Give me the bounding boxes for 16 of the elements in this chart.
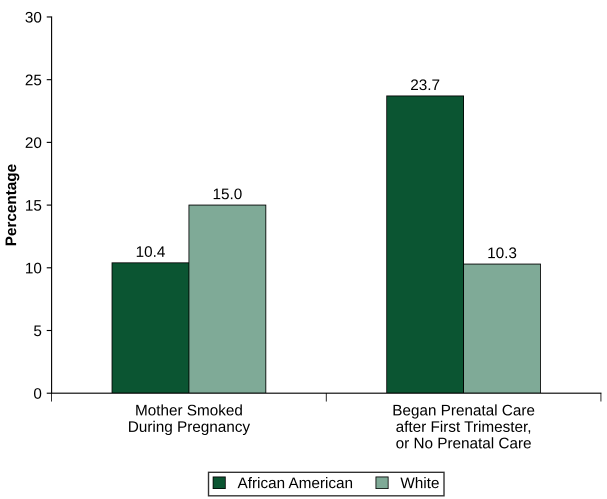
y-tick-label: 20 [26,137,42,148]
text: 15.0 [214,188,242,200]
y-tick-label: 15 [26,200,42,211]
y-tick-label: 0 [34,388,42,399]
text: 10.4 [136,246,165,257]
text: 23.7 [411,79,440,90]
y-axis-title: Percentage [6,164,20,246]
y-tick-label: 10 [26,262,42,274]
y-tick-label: 25 [26,74,42,86]
legend-label: White [400,477,439,488]
y-tick-label: 30 [25,12,42,23]
text: 10.3 [488,247,516,258]
x-tick-label: Began Prenatal Care after First Trimester, or No Prenatal Care [394,404,534,448]
legend-label: African American [238,477,352,488]
y-tick-label: 5 [34,326,42,336]
x-tick-label: Mother Smoked During Pregnancy [129,404,250,436]
